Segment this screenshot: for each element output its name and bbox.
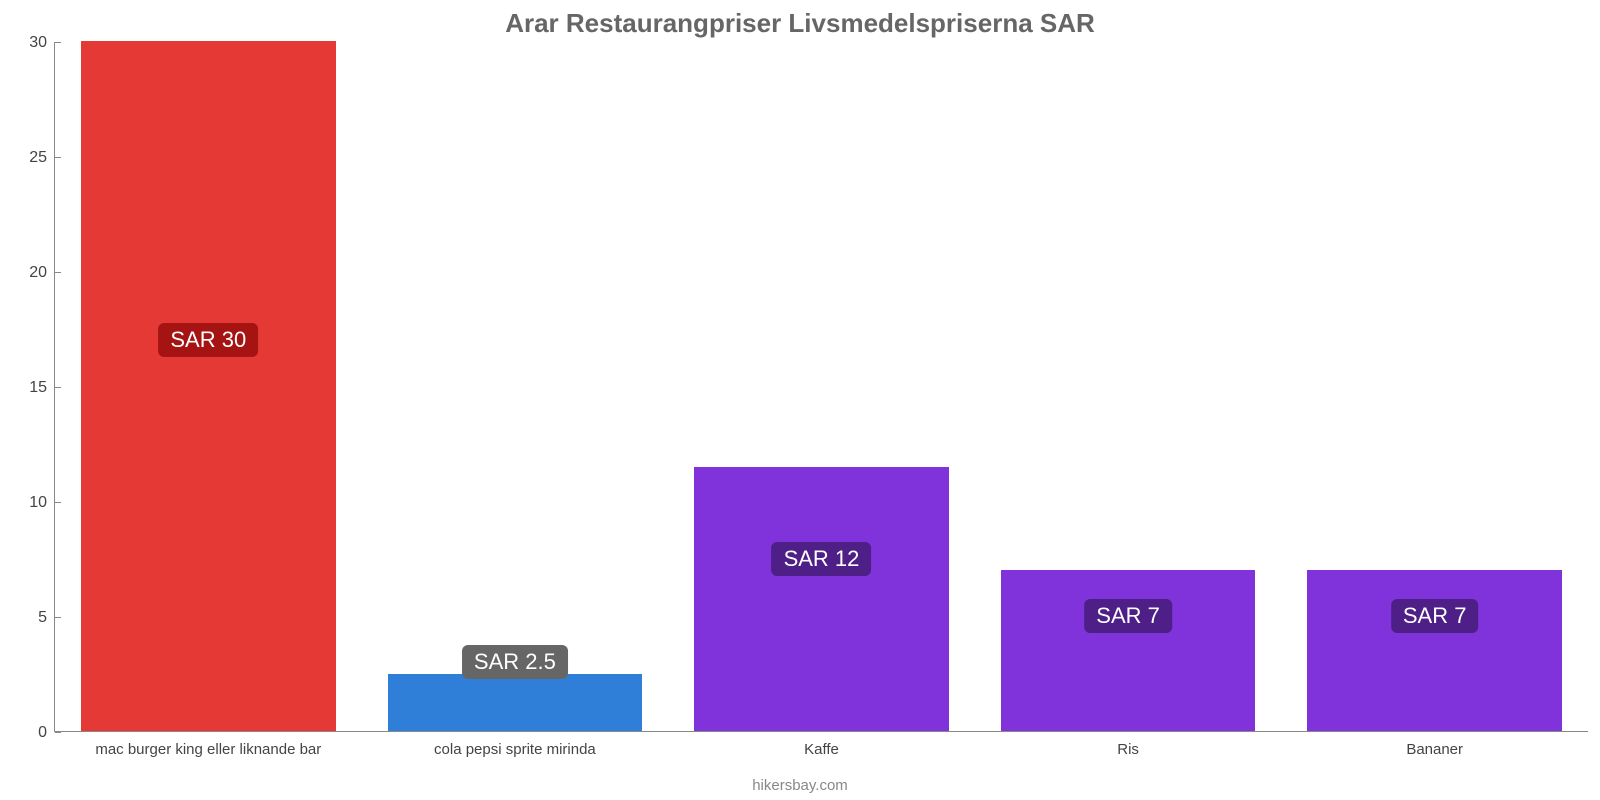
x-tick-label: Ris [1117, 731, 1139, 758]
x-tick-label: Kaffe [804, 731, 839, 758]
y-tick: 15 [55, 387, 61, 388]
value-badge-wrap: SAR 7 [1391, 599, 1479, 633]
value-badge: SAR 7 [1391, 599, 1479, 633]
y-tick-label: 15 [29, 379, 55, 397]
value-badge-wrap: SAR 12 [772, 542, 872, 576]
bar-slot: SAR 30mac burger king eller liknande bar [55, 42, 362, 731]
value-badge: SAR 30 [158, 323, 258, 357]
x-tick-label: cola pepsi sprite mirinda [434, 731, 596, 758]
x-tick-label: mac burger king eller liknande bar [95, 731, 321, 758]
footer-credit: hikersbay.com [0, 777, 1600, 794]
y-tick-label: 20 [29, 264, 55, 282]
bar-slot: SAR 12Kaffe [668, 42, 975, 731]
bar-slot: SAR 2.5cola pepsi sprite mirinda [362, 42, 669, 731]
y-tick-label: 25 [29, 149, 55, 167]
value-badge: SAR 7 [1084, 599, 1172, 633]
plot-area: SAR 30mac burger king eller liknande bar… [54, 42, 1588, 732]
bar [1001, 570, 1255, 731]
y-tick: 0 [55, 732, 61, 733]
value-badge: SAR 12 [772, 542, 872, 576]
y-tick: 30 [55, 42, 61, 43]
y-tick: 20 [55, 272, 61, 273]
bar [694, 467, 948, 732]
x-tick-label: Bananer [1406, 731, 1463, 758]
y-tick-label: 10 [29, 494, 55, 512]
y-tick: 5 [55, 617, 61, 618]
y-tick-label: 0 [38, 724, 55, 742]
bar-slot: SAR 7Bananer [1281, 42, 1588, 731]
y-tick: 25 [55, 157, 61, 158]
value-badge-wrap: SAR 30 [158, 323, 258, 357]
bars-row: SAR 30mac burger king eller liknande bar… [55, 42, 1588, 731]
value-badge-wrap: SAR 2.5 [462, 645, 568, 679]
value-badge-wrap: SAR 7 [1084, 599, 1172, 633]
bar-slot: SAR 7Ris [975, 42, 1282, 731]
bar [81, 41, 335, 731]
bar [1307, 570, 1561, 731]
chart-title: Arar Restaurangpriser Livsmedelspriserna… [0, 8, 1600, 39]
y-tick-label: 30 [29, 34, 55, 52]
value-badge: SAR 2.5 [462, 645, 568, 679]
bar [388, 674, 642, 732]
y-tick: 10 [55, 502, 61, 503]
y-tick-label: 5 [38, 609, 55, 627]
